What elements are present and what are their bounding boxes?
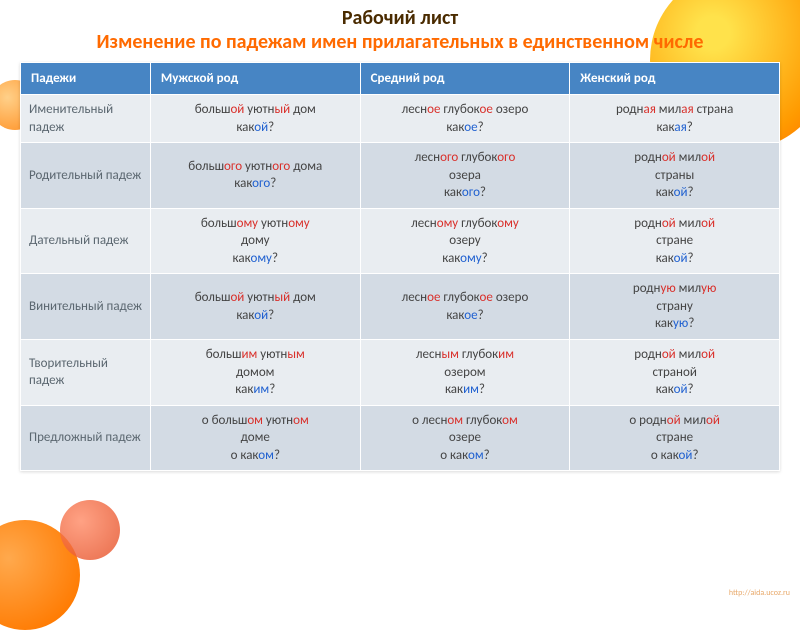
cell-n: лесного глубокогоозеракакого? <box>360 143 570 209</box>
cell-m: большой уютный домкакой? <box>150 274 360 340</box>
cell-f: о родной милойстранео какой? <box>570 405 780 471</box>
cell-f: родная милая странакакая? <box>570 95 780 143</box>
case-name: Винительный падеж <box>21 274 151 340</box>
cell-n: лесным глубокимозеромкаким? <box>360 340 570 406</box>
table-row: Предложный падежо большом уютномдомео ка… <box>21 405 780 471</box>
cell-f: родную милуюстранукакую? <box>570 274 780 340</box>
case-name: Предложный падеж <box>21 405 151 471</box>
cell-m: большому уютномудомукакому? <box>150 208 360 274</box>
decor-circle <box>60 500 120 560</box>
cell-m: большим уютнымдомомкаким? <box>150 340 360 406</box>
cell-m: о большом уютномдомео каком? <box>150 405 360 471</box>
table-row: Творительный падежбольшим уютнымдомомкак… <box>21 340 780 406</box>
table-row: Винительный падежбольшой уютный домкакой… <box>21 274 780 340</box>
col-neuter: Средний род <box>360 63 570 95</box>
table-row: Родительный падежбольшого уютного домака… <box>21 143 780 209</box>
cell-n: о лесном глубокомозерео каком? <box>360 405 570 471</box>
cell-n: лесное глубокое озерокакое? <box>360 95 570 143</box>
page-subtitle: Изменение по падежам имен прилагательных… <box>0 30 800 62</box>
cell-f: родной милойстранекакой? <box>570 208 780 274</box>
col-case: Падежи <box>21 63 151 95</box>
page-title: Рабочий лист <box>0 0 800 30</box>
case-name: Дательный падеж <box>21 208 151 274</box>
table-row: Именительный падежбольшой уютный домкако… <box>21 95 780 143</box>
table-row: Дательный падежбольшому уютномудомукаком… <box>21 208 780 274</box>
cell-n: лесное глубокое озерокакое? <box>360 274 570 340</box>
case-name: Именительный падеж <box>21 95 151 143</box>
declension-table: Падежи Мужской род Средний род Женский р… <box>20 62 780 471</box>
cell-f: родной милойстранойкакой? <box>570 340 780 406</box>
footer-link: http://aida.ucoz.ru <box>729 588 790 598</box>
cell-n: лесному глубокомуозерукакому? <box>360 208 570 274</box>
col-masculine: Мужской род <box>150 63 360 95</box>
table-header-row: Падежи Мужской род Средний род Женский р… <box>21 63 780 95</box>
case-name: Творительный падеж <box>21 340 151 406</box>
cell-f: родной милойстраныкакой? <box>570 143 780 209</box>
case-name: Родительный падеж <box>21 143 151 209</box>
cell-m: большого уютного домакакого? <box>150 143 360 209</box>
col-feminine: Женский род <box>570 63 780 95</box>
cell-m: большой уютный домкакой? <box>150 95 360 143</box>
